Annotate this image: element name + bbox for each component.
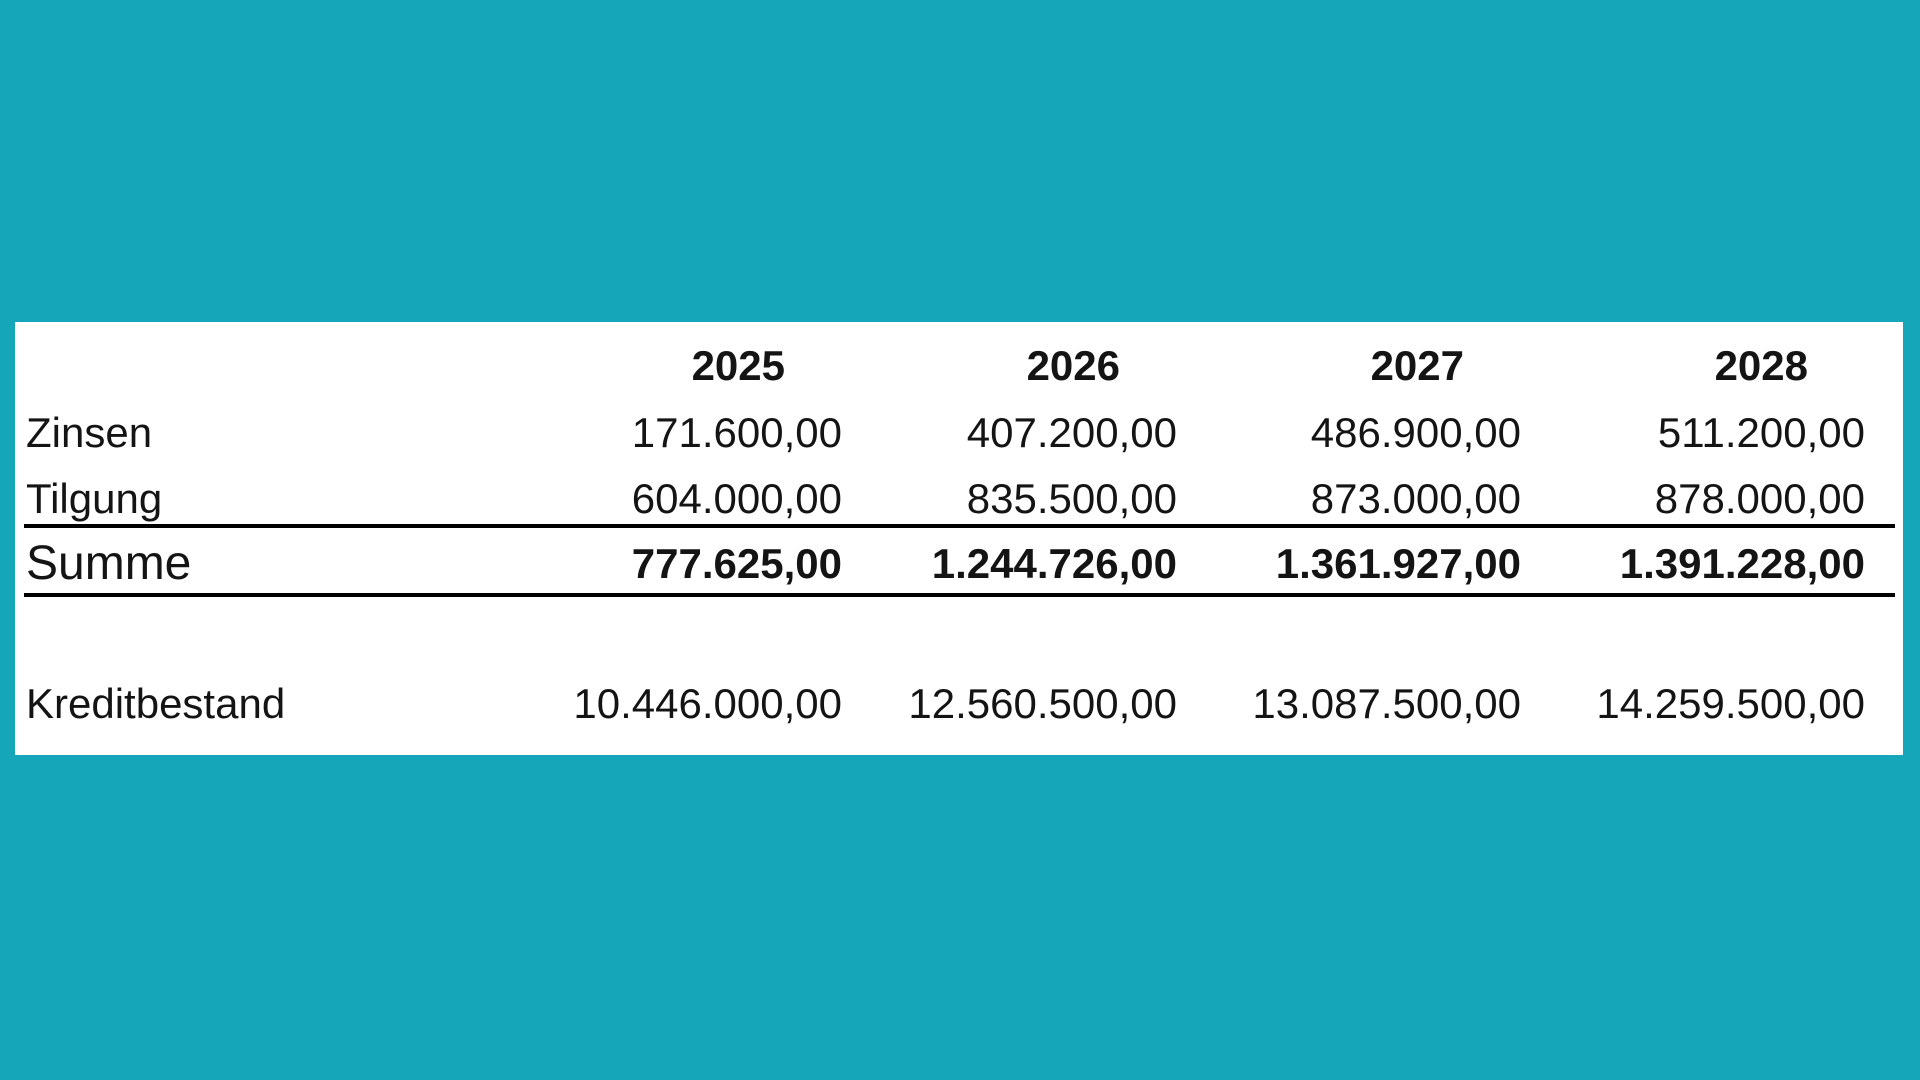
- kreditbestand-value-2025: 10.446.000,00: [573, 680, 842, 727]
- row-label-tilgung: Tilgung: [26, 475, 163, 522]
- divider-line-below-summe: [24, 593, 1895, 597]
- table-row-zinsen: Zinsen 171.600,00 407.200,00 486.900,00 …: [24, 403, 1895, 463]
- year-header-2026: 2026: [1026, 342, 1120, 389]
- zinsen-value-2025: 171.600,00: [631, 409, 842, 456]
- financial-table-panel: 2025 2026 2027 2028 Zinsen 171.600,00 40…: [15, 322, 1903, 755]
- divider-line-above-summe: [24, 524, 1895, 528]
- zinsen-value-2028: 511.200,00: [1657, 409, 1865, 456]
- tilgung-value-2026: 835.500,00: [966, 475, 1177, 522]
- kreditbestand-value-2027: 13.087.500,00: [1252, 680, 1521, 727]
- kreditbestand-value-2028: 14.259.500,00: [1596, 680, 1865, 727]
- table-header-row: 2025 2026 2027 2028: [24, 336, 1895, 396]
- zinsen-value-2027: 486.900,00: [1310, 409, 1521, 456]
- summe-value-2026: 1.244.726,00: [931, 540, 1177, 587]
- tilgung-value-2028: 878.000,00: [1654, 475, 1865, 522]
- zinsen-value-2026: 407.200,00: [966, 409, 1177, 456]
- tilgung-value-2027: 873.000,00: [1310, 475, 1521, 522]
- row-label-kreditbestand: Kreditbestand: [26, 680, 286, 727]
- row-label-zinsen: Zinsen: [26, 409, 153, 456]
- tilgung-value-2025: 604.000,00: [631, 475, 842, 522]
- table-row-kreditbestand: Kreditbestand 10.446.000,00 12.560.500,0…: [24, 674, 1895, 734]
- summe-value-2025: 777.625,00: [631, 540, 842, 587]
- row-label-summe: Summe: [26, 537, 192, 590]
- year-header-2027: 2027: [1370, 342, 1464, 389]
- summe-value-2028: 1.391.228,00: [1619, 540, 1865, 587]
- kreditbestand-value-2026: 12.560.500,00: [908, 680, 1177, 727]
- table-row-tilgung: Tilgung 604.000,00 835.500,00 873.000,00…: [24, 469, 1895, 529]
- summe-value-2027: 1.361.927,00: [1275, 540, 1521, 587]
- year-header-2025: 2025: [691, 342, 785, 389]
- year-header-2028: 2028: [1714, 342, 1808, 389]
- table-row-summe: Summe 777.625,00 1.244.726,00 1.361.927,…: [24, 534, 1895, 594]
